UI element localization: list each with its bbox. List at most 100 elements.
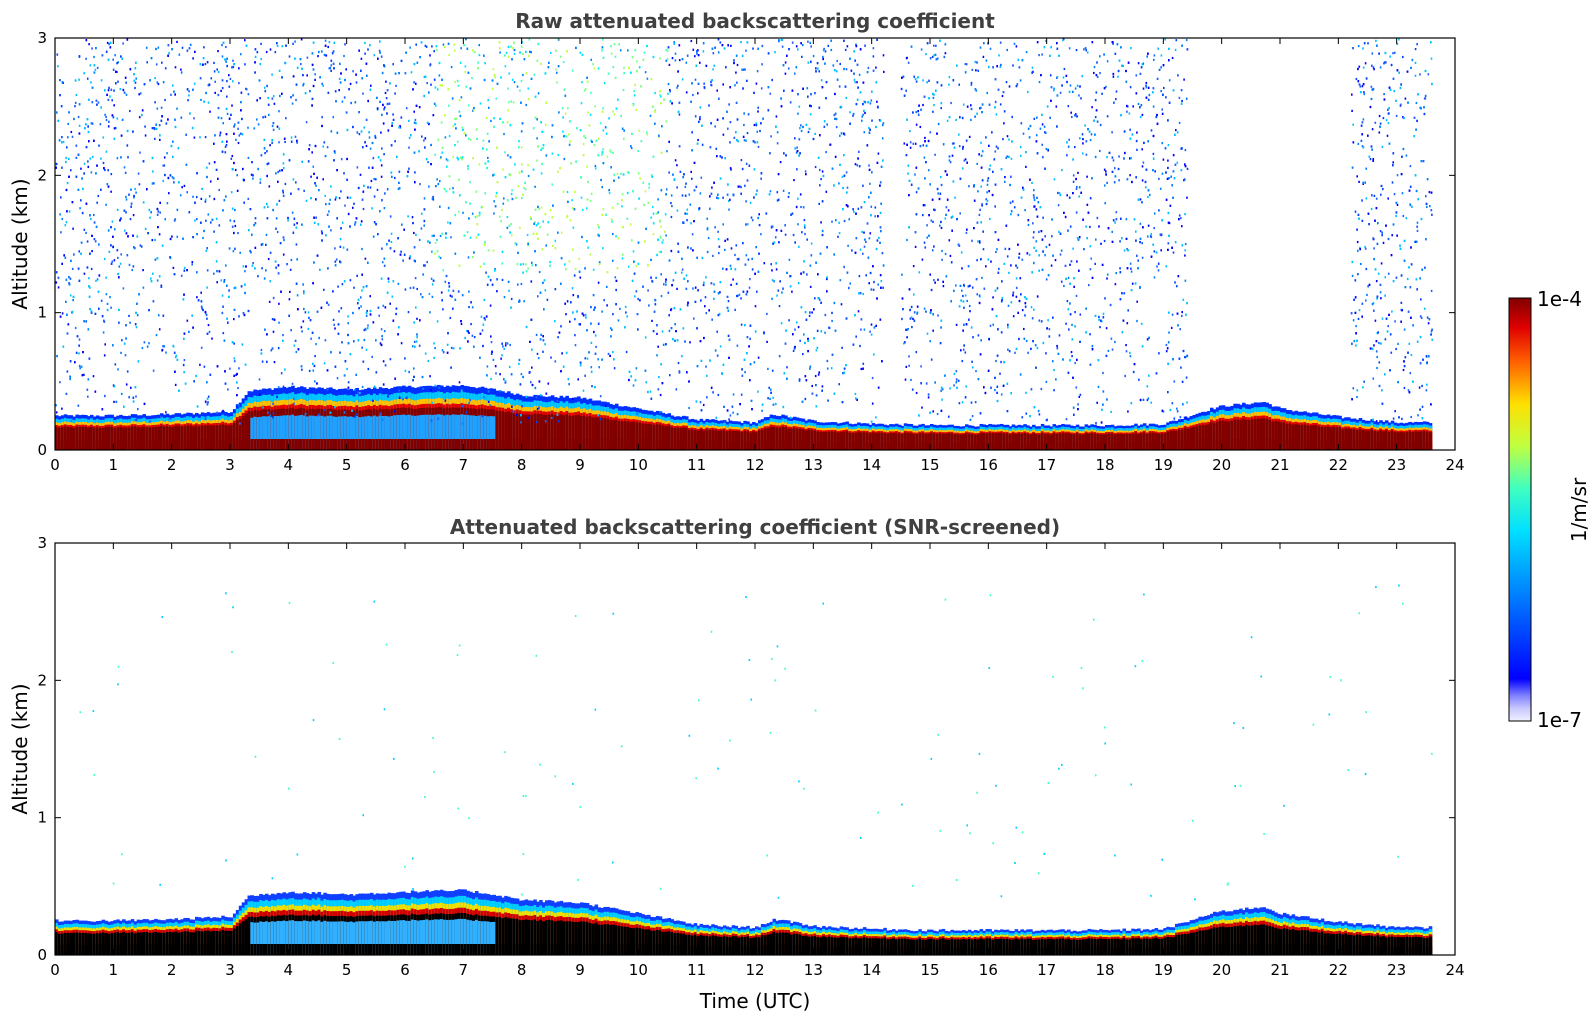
noise-pixel <box>941 398 943 401</box>
noise-pixel <box>370 84 372 87</box>
noise-pixel <box>818 202 820 205</box>
heatmap-cell <box>256 417 260 450</box>
noise-pixel <box>645 381 647 384</box>
noise-pixel <box>1068 328 1070 331</box>
noise-pixel <box>1078 94 1080 97</box>
heatmap-cell <box>177 425 182 450</box>
noise-pixel <box>80 199 82 202</box>
noise-pixel <box>433 356 435 359</box>
heatmap-cell <box>475 439 479 450</box>
noise-pixel <box>557 38 560 41</box>
noise-pixel <box>341 221 344 224</box>
heatmap-cell <box>565 414 569 450</box>
noise-pixel <box>269 144 271 147</box>
noise-pixel <box>1027 351 1029 354</box>
noise-pixel <box>761 63 763 66</box>
noise-pixel <box>1375 197 1378 200</box>
heatmap-cell <box>1379 441 1383 450</box>
heatmap-cell <box>378 439 383 450</box>
heatmap-cell <box>807 440 812 450</box>
heatmap-cell <box>203 425 208 450</box>
noise-pixel <box>922 79 924 82</box>
noise-pixel <box>290 258 293 262</box>
heatmap-cell <box>935 442 940 450</box>
heatmap-cell <box>1000 432 1004 450</box>
noise-pixel <box>567 378 570 381</box>
noise-pixel <box>499 235 502 238</box>
noise-pixel <box>143 341 146 344</box>
heatmap-cell <box>635 422 639 450</box>
heatmap-cell <box>580 416 584 450</box>
noise-pixel <box>200 98 202 101</box>
heatmap-cell <box>559 439 564 450</box>
noise-pixel <box>968 135 971 138</box>
heatmap-cell <box>594 417 599 450</box>
noise-pixel <box>94 68 97 71</box>
heatmap-cell <box>232 439 237 450</box>
noise-pixel <box>360 296 362 299</box>
heatmap-cell <box>1014 442 1019 450</box>
heatmap-cell <box>845 431 849 450</box>
noise-pixel <box>732 278 734 281</box>
heatmap-cell <box>918 433 922 450</box>
noise-pixel <box>385 80 387 83</box>
noise-pixel <box>666 150 668 153</box>
noise-pixel <box>394 397 397 400</box>
noise-pixel <box>183 266 186 269</box>
noise-pixel <box>137 408 139 411</box>
noise-pixel <box>807 130 810 134</box>
noise-pixel <box>530 381 532 384</box>
noise-pixel <box>613 367 616 370</box>
noise-pixel <box>304 311 307 314</box>
noise-pixel <box>358 133 361 136</box>
heatmap-cell <box>1422 431 1427 450</box>
noise-pixel <box>165 351 167 354</box>
heatmap-cell <box>664 426 669 450</box>
noise-pixel <box>444 399 447 402</box>
heatmap-cell <box>1224 421 1229 450</box>
heatmap-cell <box>521 439 526 450</box>
heatmap-cell <box>63 439 68 450</box>
noise-pixel <box>434 252 436 255</box>
noise-pixel <box>977 334 980 337</box>
noise-pixel <box>434 86 437 89</box>
noise-pixel <box>296 294 299 297</box>
noise-pixel <box>70 130 73 134</box>
heatmap-cell <box>1420 441 1424 450</box>
noise-pixel <box>507 87 509 90</box>
noise-pixel <box>987 258 990 261</box>
noise-pixel <box>233 220 236 223</box>
noise-pixel <box>431 45 433 48</box>
noise-pixel <box>1115 211 1118 214</box>
noise-pixel <box>238 67 240 70</box>
noise-pixel <box>824 331 826 334</box>
noise-pixel <box>1365 267 1368 271</box>
noise-pixel <box>1015 45 1018 48</box>
noise-pixel <box>637 149 639 153</box>
heatmap-cell <box>816 431 820 450</box>
noise-pixel <box>481 329 484 332</box>
heatmap-cell <box>78 439 82 450</box>
noise-pixel <box>1072 247 1074 250</box>
noise-pixel <box>835 126 838 129</box>
heatmap-cell <box>168 426 173 450</box>
noise-pixel <box>1419 73 1421 76</box>
noise-pixel <box>510 100 513 103</box>
heatmap-cell <box>413 439 418 450</box>
noise-pixel <box>670 215 673 219</box>
noise-pixel <box>949 161 952 164</box>
noise-pixel <box>722 83 724 86</box>
noise-pixel <box>300 63 302 66</box>
heatmap-layer <box>55 38 1433 450</box>
noise-pixel <box>146 61 148 64</box>
noise-pixel <box>193 136 196 139</box>
noise-pixel <box>925 53 927 56</box>
noise-pixel <box>681 268 684 271</box>
noise-pixel <box>931 55 934 58</box>
noise-pixel <box>302 82 305 85</box>
noise-pixel <box>633 90 635 93</box>
heatmap-cell <box>1408 441 1412 450</box>
heatmap-cell <box>320 439 324 450</box>
noise-pixel <box>414 171 416 174</box>
noise-pixel <box>1079 85 1081 88</box>
